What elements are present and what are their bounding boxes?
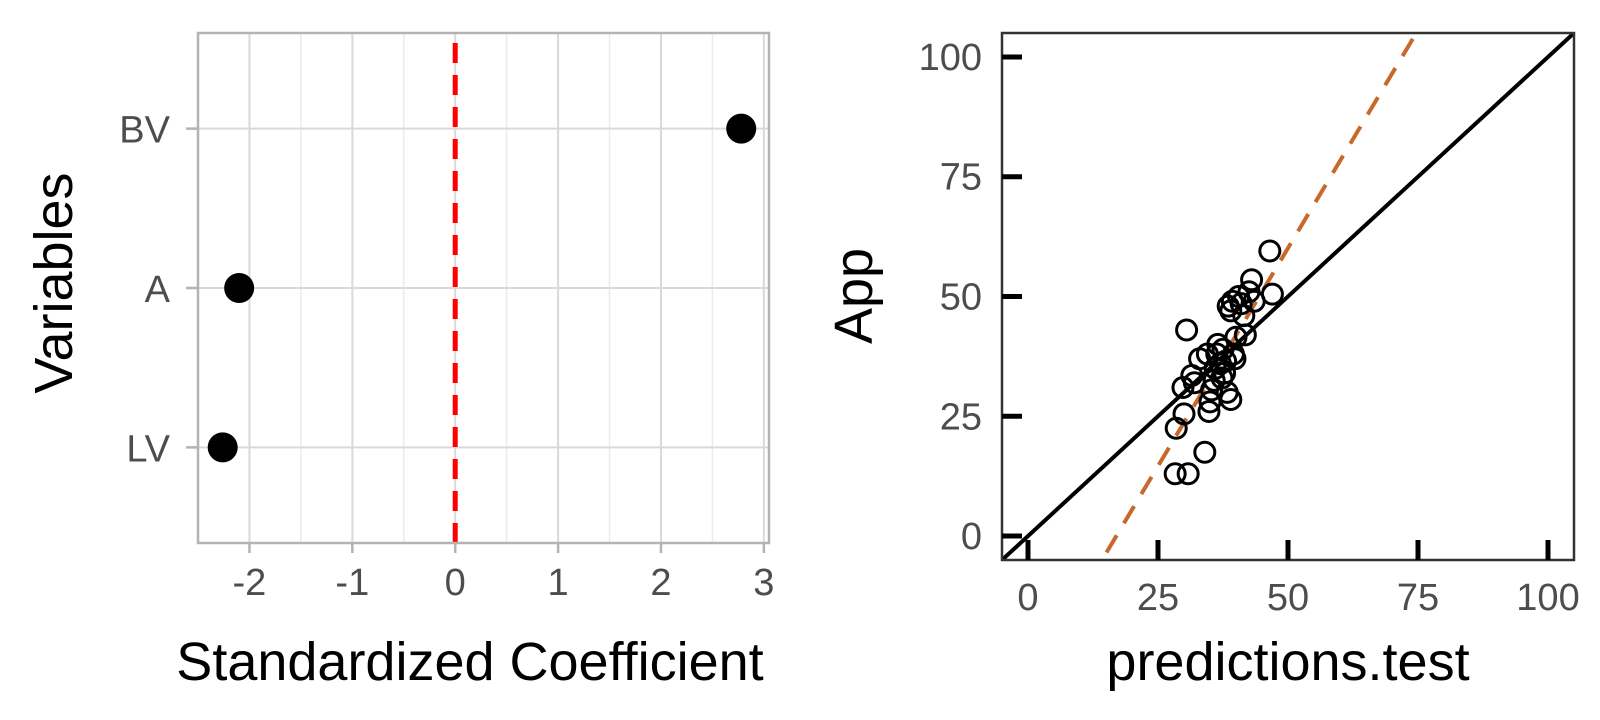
coefficient-x-axis-title: Standardized Coefficient [176, 632, 763, 692]
identity-line [1002, 33, 1574, 560]
coefficient-x-tick-label: -2 [233, 562, 267, 604]
prediction-point [1172, 402, 1196, 426]
prediction-y-tick-label: 25 [940, 396, 982, 438]
prediction-y-axis-title: App [824, 248, 884, 344]
prediction-point [1224, 325, 1248, 349]
prediction-y-tick-label: 75 [940, 157, 982, 199]
prediction-point [1233, 323, 1257, 347]
prediction-point [1223, 347, 1247, 371]
prediction-points [1163, 239, 1284, 486]
prediction-point [1214, 349, 1238, 373]
coefficient-y-tick-label-bv: BV [119, 110, 170, 152]
coefficient-x-tick-label: -1 [335, 562, 369, 604]
prediction-y-tick-label: 100 [919, 37, 982, 79]
coefficient-point-a [224, 273, 255, 303]
prediction-point [1220, 289, 1244, 313]
prediction-y-ticks: 0 25 50 75 100 [919, 37, 1022, 558]
prediction-plot: 0 25 50 75 100 0 25 50 75 100 predictions.test A… [824, 31, 1580, 692]
coefficient-x-tick-label: 3 [753, 562, 774, 604]
coefficient-x-tick-label: 2 [650, 562, 671, 604]
prediction-y-tick-label: 0 [961, 516, 982, 558]
prediction-point [1240, 268, 1264, 292]
prediction-x-tick-label: 75 [1397, 577, 1439, 619]
prediction-x-tick-label: 50 [1267, 577, 1309, 619]
coefficient-x-tick-label: 1 [548, 562, 569, 604]
prediction-x-tick-label: 25 [1137, 577, 1179, 619]
prediction-point [1258, 239, 1282, 263]
prediction-lines [1002, 33, 1574, 560]
prediction-x-tick-label: 100 [1516, 577, 1579, 619]
coefficient-y-ticks: BV A LV [119, 110, 198, 470]
coefficient-point-bv [726, 113, 757, 144]
prediction-point [1260, 282, 1284, 306]
prediction-y-tick-label: 50 [940, 277, 982, 319]
coefficient-points [207, 113, 757, 463]
prediction-point [1193, 440, 1217, 464]
prediction-point [1176, 462, 1200, 486]
prediction-point [1229, 292, 1253, 316]
prediction-point [1197, 399, 1221, 423]
coefficient-y-tick-label-lv: LV [126, 428, 170, 470]
prediction-x-tick-label: 0 [1017, 577, 1038, 619]
coefficient-y-axis-title: Variables [24, 172, 84, 393]
prediction-x-axis-title: predictions.test [1106, 632, 1469, 692]
coefficient-point-lv [207, 432, 238, 463]
coefficient-x-tick-label: 0 [445, 562, 466, 604]
prediction-point [1163, 462, 1187, 486]
prediction-point [1175, 318, 1199, 342]
coefficient-x-ticks: -2 -1 0 1 2 3 [233, 543, 774, 604]
coefficient-y-tick-label-a: A [145, 269, 171, 311]
prediction-point [1219, 388, 1243, 412]
prediction-x-ticks: 0 25 50 75 100 [1017, 540, 1580, 619]
fit-line [1099, 33, 1419, 560]
